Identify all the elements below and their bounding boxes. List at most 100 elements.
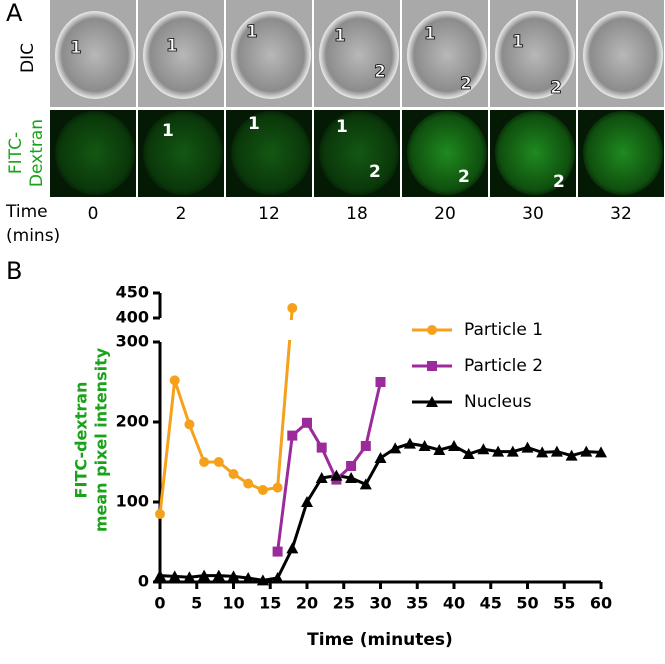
marker [316,442,327,453]
panel-label: B [6,257,22,285]
cell [319,11,399,99]
marker [287,303,298,313]
marker [550,445,563,457]
marker [154,569,166,581]
time-label: Time [5,202,48,222]
marker [346,461,357,471]
time-value: 20 [434,204,456,224]
marker [536,446,549,458]
row-label: FITC- [6,132,26,174]
particle-label: 2 [369,162,381,182]
x-tick-label: 35 [406,594,428,613]
axis-break [148,320,308,340]
marker [286,542,299,554]
series-line [158,307,294,515]
marker [287,430,298,441]
marker [212,569,225,581]
cell-fluorescence [231,111,311,195]
marker [302,417,312,428]
cell-fluorescence [55,111,135,195]
x-tick-label: 45 [480,594,502,613]
x-tick-label: 50 [516,594,538,613]
marker [257,485,268,495]
marker [506,445,519,457]
marker [155,509,165,519]
y-tick-label: 450 [116,283,149,302]
x-tick-label: 25 [333,594,355,613]
time-value: 32 [610,204,632,224]
particle-label: 2 [374,62,386,82]
marker [301,496,313,507]
particle-label: 1 [424,24,436,44]
marker [359,478,372,490]
row-label: Dextran [27,119,47,187]
cell-fluorescence [407,111,487,195]
marker [168,570,181,582]
marker [169,375,180,386]
marker [213,457,224,467]
particle-label: 1 [512,32,524,52]
y-axis-title: FITC-dextran [72,382,91,499]
x-tick-label: 60 [590,594,612,613]
x-tick-label: 20 [296,594,318,613]
marker [448,440,460,451]
marker [433,444,446,455]
x-tick-label: 0 [154,594,165,613]
time-value: 12 [258,204,280,224]
marker [243,478,254,489]
time-value: 30 [522,204,544,224]
x-tick-label: 55 [553,594,575,613]
marker [477,443,490,455]
y-axis-title: mean pixel intensity [92,347,111,532]
marker [492,445,505,457]
particle-label: 1 [162,121,174,141]
legend-label: Nucleus [464,392,532,412]
marker [360,441,371,451]
marker [199,457,210,467]
particle-label: 2 [460,74,472,94]
y-tick-label: 200 [116,412,149,431]
marker [521,441,534,453]
particle-label: 1 [246,22,258,42]
marker [427,361,437,371]
particle-label: 1 [334,26,346,46]
y-tick-label: 0 [138,572,149,591]
marker [403,437,416,449]
particle-label: 1 [70,38,82,58]
cell-fluorescence [143,111,223,195]
time-value: 2 [176,204,187,224]
marker [242,572,255,583]
x-tick-label: 10 [222,594,244,613]
marker [183,571,196,583]
x-tick-label: 30 [369,594,391,613]
panel-label: A [6,0,23,27]
marker [330,469,343,481]
marker [228,469,239,479]
marker [595,446,607,458]
y-tick-label: 300 [116,332,149,351]
marker [389,442,402,454]
x-axis-title: Time (minutes) [307,630,453,650]
series-line [159,442,602,582]
marker [256,574,269,586]
marker [227,570,240,582]
marker [271,572,284,583]
row-label: DIC [18,43,38,73]
cell [407,11,487,99]
legend-label: Particle 2 [464,356,543,376]
y-tick-label: 100 [116,492,149,511]
marker [198,569,211,581]
time-label: (mins) [6,226,60,246]
cell [143,11,223,99]
particle-label: 1 [336,117,348,137]
marker [375,377,386,387]
marker [345,472,358,483]
marker [374,452,387,463]
cell-fluorescence [583,111,663,195]
time-value: 18 [346,204,368,224]
marker [427,325,437,335]
marker [580,445,593,457]
cell [583,11,663,99]
particle-label: 1 [166,36,178,56]
